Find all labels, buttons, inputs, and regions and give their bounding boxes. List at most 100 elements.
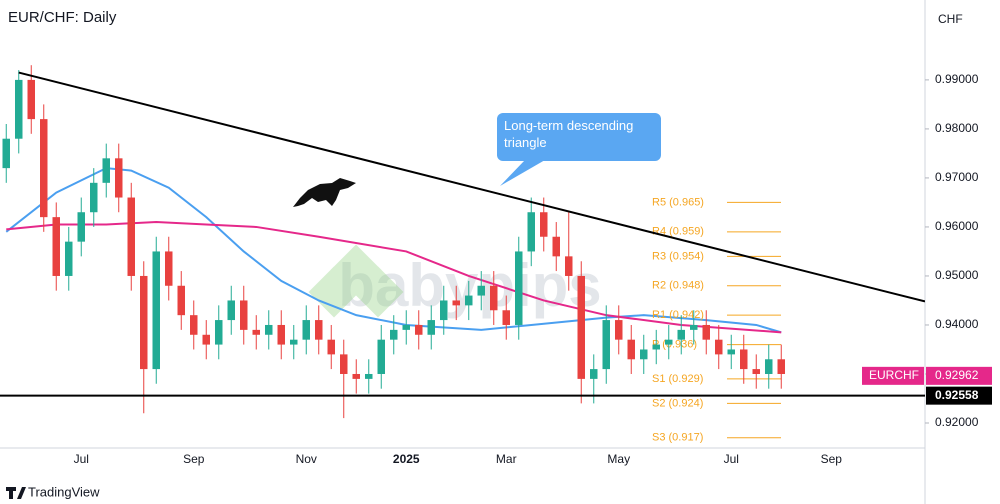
candle-body [640, 349, 648, 360]
pivot-label: S1 (0.929) [652, 373, 703, 385]
y-tick-label: 0.96000 [935, 219, 979, 233]
candle-body [452, 300, 460, 306]
plot: R5 (0.965) R4 (0.959) R3 (0.954) R2 (0.948)… [2, 65, 925, 444]
candle-body [277, 324, 285, 345]
x-tick-label: Mar [496, 452, 517, 466]
pivot-label: R4 (0.959) [652, 226, 704, 238]
candle-body [477, 285, 485, 296]
candle-body [540, 212, 548, 237]
watermark: babypips [338, 252, 601, 319]
brand-name: TradingView [28, 484, 100, 499]
candle-body [227, 300, 235, 321]
x-tick-label: Nov [296, 452, 317, 466]
moving-average [5, 167, 782, 334]
candle-body [177, 285, 185, 316]
candle-body [527, 212, 535, 252]
last-price-name: EURCHF [869, 368, 919, 382]
candle-body [715, 339, 723, 355]
pivot-label: R3 (0.954) [652, 250, 704, 262]
candle-body [502, 310, 510, 325]
candle-body [490, 285, 498, 311]
candle-body [252, 329, 260, 335]
annotation: Long-term descending triangle [497, 113, 661, 161]
annotation-pointer [500, 160, 545, 186]
x-tick-label: Sep [183, 452, 205, 466]
candle-body [465, 295, 473, 306]
candle-body [740, 349, 748, 370]
pivot-label: S2 (0.924) [652, 397, 703, 409]
candle-body [765, 359, 773, 374]
candle-body [290, 339, 298, 345]
candle-body [377, 339, 385, 374]
x-tick-label: 2025 [393, 452, 420, 466]
x-tick-label: May [607, 452, 630, 466]
candle-body [590, 369, 598, 379]
pivot-label: S3 (0.917) [652, 432, 703, 444]
candle-body [15, 79, 23, 139]
pivot-label: R2 (0.948) [652, 280, 704, 292]
candle-body [415, 324, 423, 335]
candle-body [440, 300, 448, 321]
candle-body [402, 324, 410, 330]
candle-body [365, 373, 373, 379]
candle-body [265, 324, 273, 335]
candle-body [702, 324, 710, 340]
candle-body [140, 275, 148, 370]
last-price-label: 0.92962 [935, 368, 979, 382]
currency-label: CHF [938, 12, 963, 26]
candle-body [215, 320, 223, 345]
x-tick-label: Jul [74, 452, 89, 466]
candle-body [190, 315, 198, 335]
candle-body [727, 349, 735, 355]
candle-body [552, 236, 560, 257]
candle-body [327, 339, 335, 355]
candle-body [240, 300, 248, 330]
y-tick-label: 0.98000 [935, 121, 979, 135]
trendline [18, 71, 925, 303]
y-tick-label: 0.94000 [935, 317, 979, 331]
candle-body [427, 320, 435, 335]
candle-body [302, 320, 310, 340]
support-price-label: 0.92558 [935, 388, 979, 402]
x-tick-label: Sep [821, 452, 843, 466]
candle-body [115, 158, 123, 198]
pivot-label: R5 (0.965) [652, 196, 704, 208]
candle-body [127, 197, 135, 276]
y-tick-label: 0.97000 [935, 170, 979, 184]
candle-body [77, 212, 85, 242]
pivot-label: P (0.936) [652, 338, 697, 350]
candle-body [752, 369, 760, 374]
candle-body [202, 334, 210, 345]
candle-body [577, 275, 585, 379]
bull-icon [293, 178, 356, 207]
candle-body [340, 354, 348, 374]
candle-body [677, 329, 685, 340]
candle-body [515, 251, 523, 325]
support-price-box [926, 386, 992, 405]
candle-body [652, 344, 660, 350]
candle-body [90, 182, 98, 213]
y-tick-label: 0.92000 [935, 415, 979, 429]
candle-body [165, 251, 173, 286]
candle-body [352, 373, 360, 379]
candle-body [690, 324, 698, 330]
y-tick-label: 0.99000 [935, 72, 979, 86]
candle-body [665, 339, 673, 345]
candle-body [615, 320, 623, 340]
candle-body [627, 339, 635, 360]
chart-title: EUR/CHF: Daily [8, 9, 117, 26]
last-price-name-box [862, 366, 924, 385]
candle-body [390, 329, 398, 340]
candle-body [40, 119, 48, 218]
pivot-label: R1 (0.942) [652, 309, 704, 321]
brand-logo [6, 487, 26, 499]
candle-body [315, 320, 323, 340]
candle-body [27, 79, 35, 120]
candle-body [2, 138, 10, 169]
x-tick-label: Jul [724, 452, 739, 466]
candle-body [65, 241, 73, 276]
candle-body [602, 320, 610, 370]
candle-body [565, 256, 573, 276]
